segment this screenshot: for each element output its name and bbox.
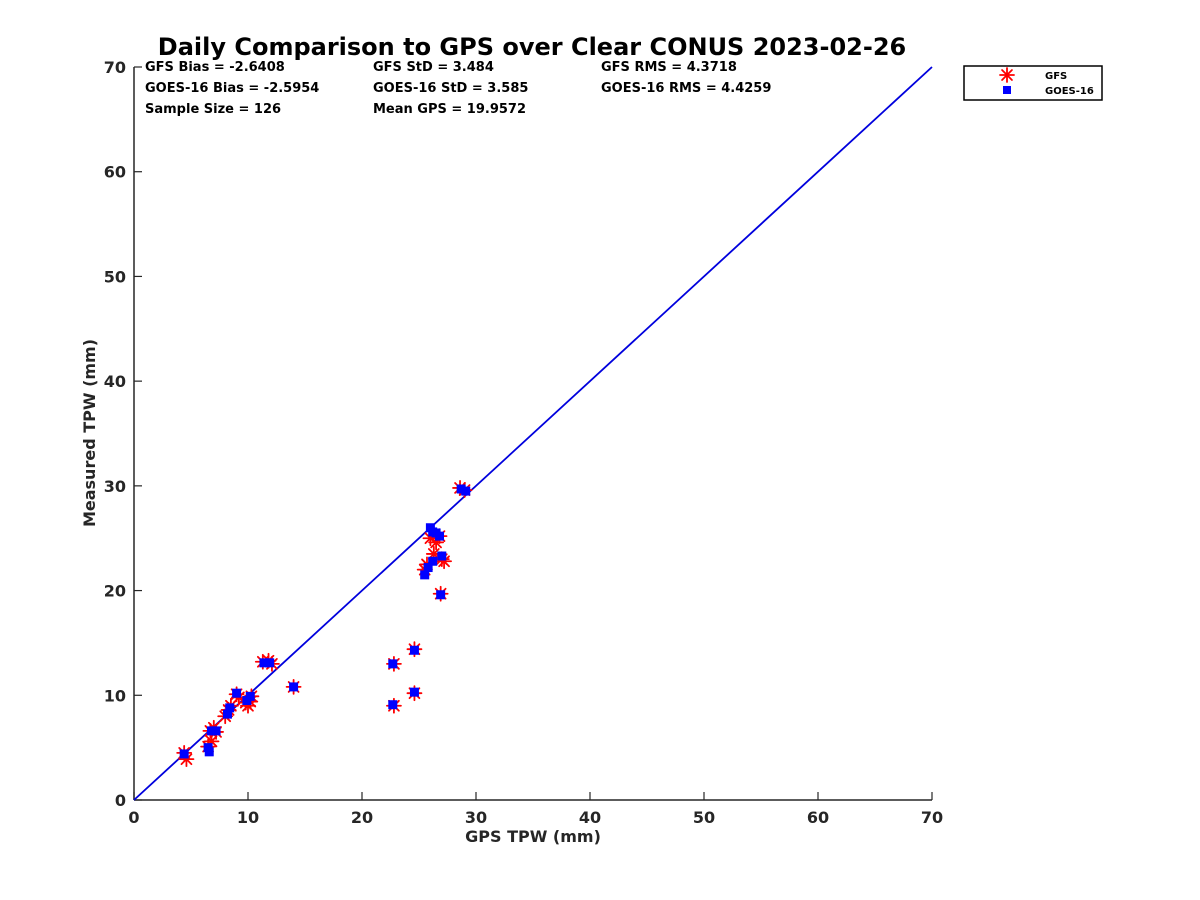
goes16-point [423,563,433,573]
goes16-point [211,726,221,736]
goes16-point [409,687,419,697]
legend-gfs-asterisk [999,67,1015,83]
series-goes16 [179,484,471,759]
y-tick-label: 10 [104,686,126,705]
x-tick-label: 0 [128,808,139,827]
goes16-point [409,645,419,655]
goes16-point [420,570,430,580]
x-ticks: 0 10 20 30 40 50 60 70 [128,792,943,827]
y-tick-label: 20 [104,582,126,601]
stat-sample-size: Sample Size = 126 [145,102,281,117]
legend-goes16-marker [1003,86,1011,94]
y-axis-label: Measured TPW (mm) [80,339,99,527]
y-tick-label: 50 [104,267,126,286]
y-tick-label: 0 [115,791,126,810]
x-axis-label: GPS TPW (mm) [465,827,601,846]
stat-goes16-bias: GOES-16 Bias = -2.5954 [145,81,319,96]
goes16-point [456,484,466,494]
stat-goes16-rms: GOES-16 RMS = 4.4259 [601,81,771,96]
goes16-point [203,743,213,753]
goes16-point [259,658,269,668]
stat-goes16-std: GOES-16 StD = 3.585 [373,81,528,96]
x-tick-label: 50 [693,808,715,827]
chart-title: Daily Comparison to GPS over Clear CONUS… [158,33,906,61]
legend-goes16-label: GOES-16 [1045,86,1094,97]
legend-gfs-marker [999,67,1015,83]
stat-gfs-rms: GFS RMS = 4.3718 [601,60,737,75]
goes16-point [437,551,447,561]
y-tick-label: 40 [104,372,126,391]
x-tick-label: 60 [807,808,829,827]
stat-gfs-bias: GFS Bias = -2.6408 [145,60,285,75]
goes16-point [436,590,446,600]
goes16-point [245,691,255,701]
goes16-point [265,658,275,668]
y-tick-label: 30 [104,477,126,496]
x-tick-label: 20 [351,808,373,827]
reference-line-group [133,66,933,801]
stats-annotations: GFS Bias = -2.6408 GFS StD = 3.484 GFS R… [145,60,771,117]
legend: GFS GOES-16 [963,65,1103,101]
goes16-point [232,688,242,698]
stat-gfs-std: GFS StD = 3.484 [373,60,494,75]
y-tick-label: 60 [104,163,126,182]
y-tick-label: 70 [104,58,126,77]
y-ticks: 0 10 20 30 40 50 60 70 [104,58,142,810]
axes [133,67,932,801]
goes16-point [179,749,189,759]
legend-box [963,65,1103,101]
goes16-point [388,700,398,710]
goes16-point [207,726,217,736]
goes16-point [435,531,445,541]
goes16-point [388,659,398,669]
goes16-point [225,703,235,713]
goes16-point [289,682,299,692]
goes16-point [428,556,438,566]
x-tick-label: 30 [465,808,487,827]
legend-gfs-label: GFS [1045,71,1067,82]
goes16-point [222,709,232,719]
reference-line [133,66,933,801]
x-tick-label: 40 [579,808,601,827]
stat-mean-gps: Mean GPS = 19.9572 [373,102,526,117]
x-tick-label: 10 [237,808,259,827]
goes16-point [461,486,471,496]
x-tick-label: 70 [921,808,943,827]
gfs-point [203,733,220,750]
